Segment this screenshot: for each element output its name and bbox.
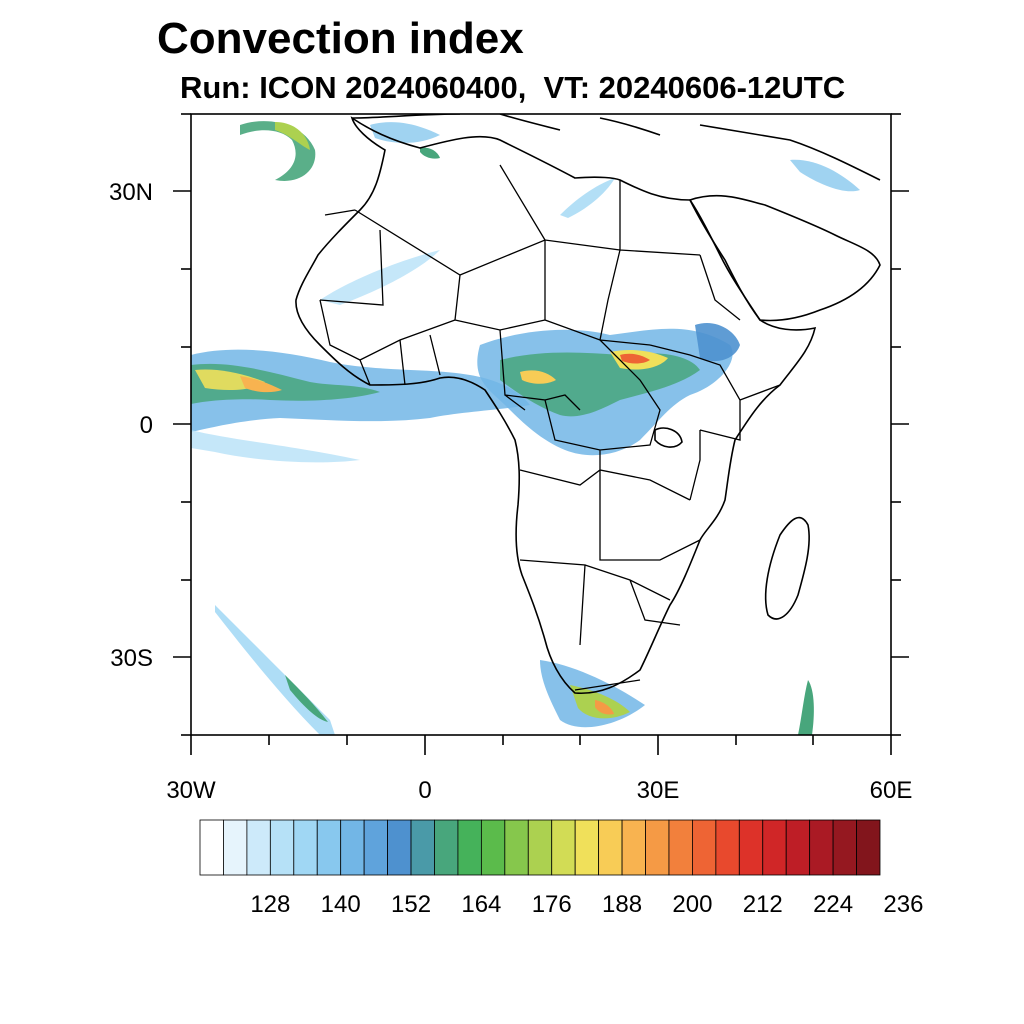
colorbar-swatch — [574, 819, 600, 876]
coastlines — [295, 114, 881, 695]
colorbar-label: 152 — [391, 891, 431, 918]
colorbar-swatch — [832, 819, 857, 876]
colorbar-swatch — [762, 819, 787, 876]
convection-central-peak2 — [620, 353, 650, 364]
lon-label-30e: 30E — [637, 777, 680, 804]
colorbar-swatch — [668, 819, 693, 876]
colorbar-label: 236 — [883, 891, 923, 918]
convection-band-itcz-tail — [191, 430, 360, 463]
colorbar-swatch — [738, 819, 764, 876]
colorbar-swatch — [504, 819, 529, 876]
colorbar-labels: 128 140 152 164 176 188 200 212 224 236 — [250, 891, 923, 918]
colorbar-swatch — [551, 819, 576, 876]
lat-label-30n: 30N — [109, 179, 153, 206]
colorbar-label: 188 — [602, 891, 642, 918]
map-subtitle: Run: ICON 2024060400, VT: 20240606-12UTC — [180, 70, 846, 105]
colorbar-swatch — [692, 819, 717, 876]
colorbar-swatch — [715, 819, 740, 876]
africa-coastline — [295, 116, 817, 695]
convection-north-africa — [370, 122, 440, 143]
convection-central-core — [500, 352, 700, 417]
colorbar-swatch — [316, 819, 342, 876]
colorbar-swatch — [434, 819, 459, 876]
colorbar-label: 140 — [321, 891, 361, 918]
convection-band-itcz-peak2 — [240, 376, 282, 393]
lon-label-0: 0 — [418, 777, 431, 804]
colorbar-swatch — [199, 819, 224, 876]
convection-south-atlantic-core — [285, 675, 328, 722]
colorbar-swatch — [785, 819, 811, 876]
convection-sahara-streak — [560, 178, 615, 218]
colorbar-swatch — [410, 819, 435, 876]
border-lines-east — [649, 254, 781, 501]
lat-label-30s: 30S — [110, 645, 153, 672]
colorbar-swatch — [809, 819, 834, 876]
colorbar-swatch — [363, 819, 388, 876]
arabia-coastline — [688, 194, 881, 322]
border-lines-central — [499, 329, 701, 691]
colorbar-swatch — [480, 819, 506, 876]
madagascar-coastline — [764, 516, 810, 620]
colorbar-label: 164 — [461, 891, 501, 918]
colorbar-swatch — [246, 819, 271, 876]
colorbar — [199, 819, 881, 876]
convection-central-peak3 — [520, 370, 556, 384]
convection-south-africa-peak — [595, 700, 614, 715]
map-title: Convection index — [157, 14, 524, 63]
border-lines-north — [319, 164, 701, 346]
colorbar-swatch — [293, 819, 318, 876]
colorbar-swatch — [269, 819, 295, 876]
convection-sahel-streak — [320, 250, 440, 305]
lon-label-30w: 30W — [166, 777, 216, 804]
convection-field — [191, 121, 860, 735]
colorbar-swatch — [223, 819, 248, 876]
colorbar-swatch — [621, 819, 646, 876]
country-borders — [319, 164, 781, 691]
convection-east-africa — [695, 322, 740, 362]
colorbar-label: 224 — [813, 891, 853, 918]
convection-indian-ocean — [798, 680, 814, 735]
colorbar-label: 176 — [532, 891, 572, 918]
convection-atlantic-swirl-core — [275, 122, 310, 150]
colorbar-swatch — [527, 819, 553, 876]
convection-north-africa-core — [420, 147, 440, 159]
colorbar-swatch — [645, 819, 670, 876]
lon-label-60e: 60E — [870, 777, 913, 804]
colorbar-swatch — [340, 819, 365, 876]
border-lines-west — [319, 299, 456, 386]
lat-label-0: 0 — [140, 412, 153, 439]
colorbar-label: 128 — [250, 891, 290, 918]
lake-victoria — [654, 427, 683, 448]
colorbar-swatch — [457, 819, 482, 876]
colorbar-swatch — [598, 819, 623, 876]
colorbar-label: 200 — [672, 891, 712, 918]
lat-ticks — [173, 113, 909, 736]
colorbar-swatch — [387, 819, 412, 876]
convection-middle-east — [790, 159, 860, 192]
lon-ticks — [190, 735, 892, 755]
colorbar-label: 212 — [743, 891, 783, 918]
colorbar-swatch — [856, 819, 881, 876]
europe-coastline — [351, 114, 881, 181]
